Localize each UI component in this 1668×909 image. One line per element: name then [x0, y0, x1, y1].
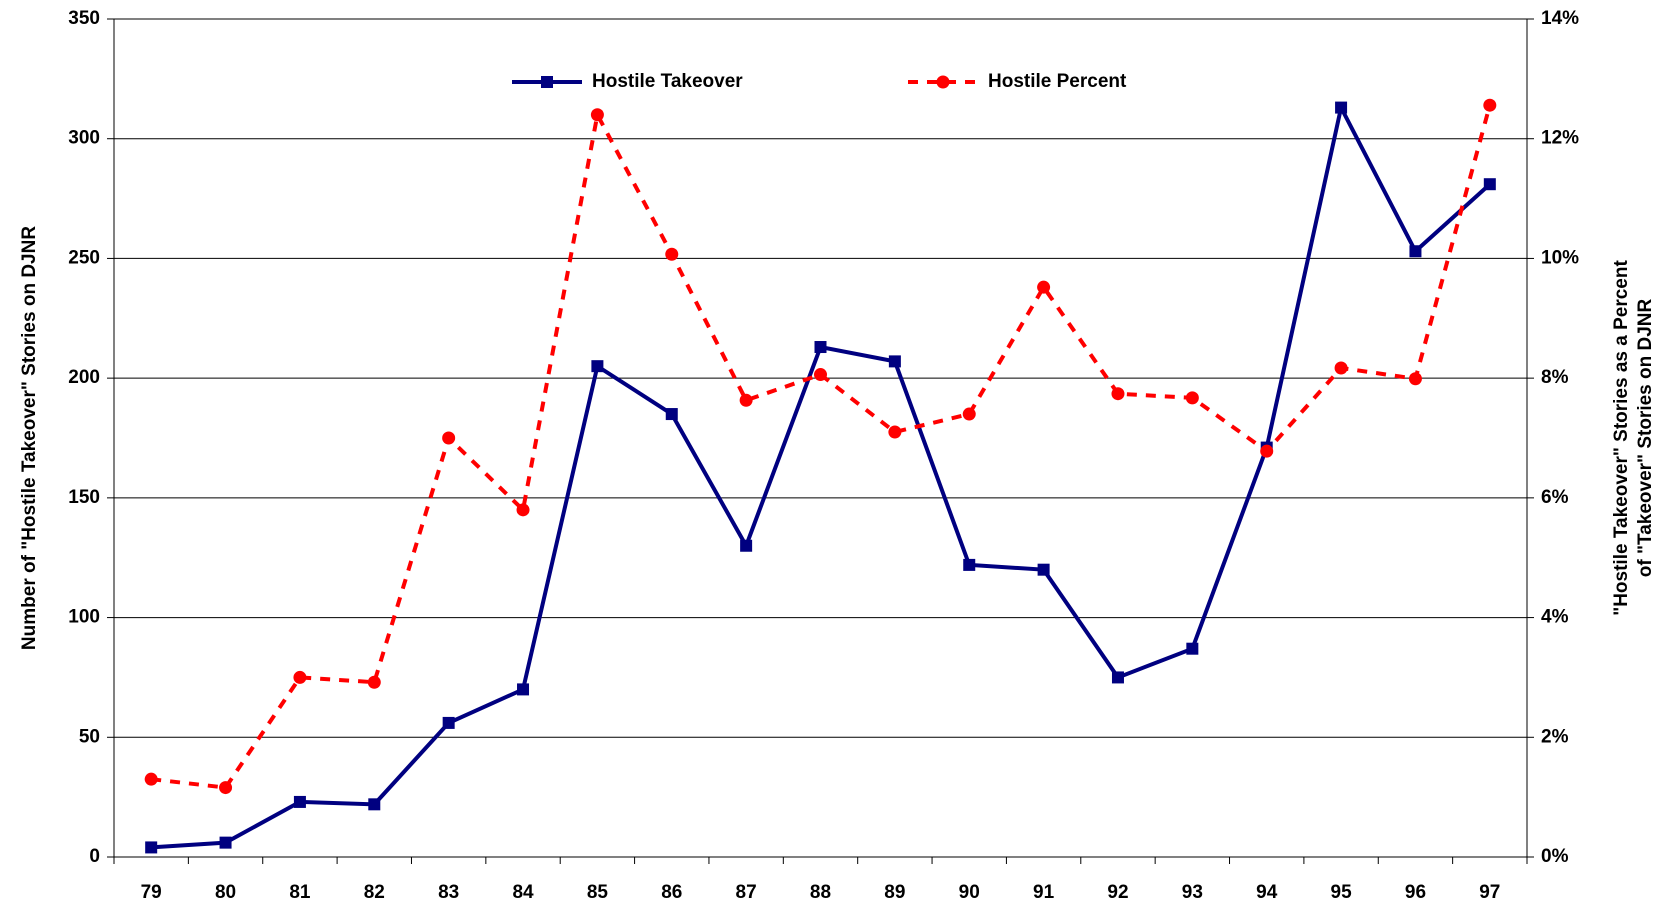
marker: [1260, 444, 1274, 458]
marker: [814, 368, 827, 382]
marker: [1335, 101, 1348, 114]
x-tick-label: 96: [1405, 882, 1426, 903]
y2-tick-label: 6%: [1541, 487, 1569, 508]
marker: [1483, 98, 1497, 112]
x-tick-label: 79: [141, 882, 162, 903]
marker: [293, 670, 307, 684]
series-line: [150, 104, 1492, 790]
marker: [740, 539, 753, 552]
marker: [219, 836, 232, 849]
marker: [1037, 563, 1050, 576]
y2-axis-label: "Hostile Takeover" Stories as a Percent: [1611, 260, 1632, 616]
y2-tick-label: 12%: [1541, 128, 1579, 149]
y-tick-label: 100: [68, 607, 100, 628]
marker: [1111, 671, 1124, 684]
marker: [591, 360, 604, 373]
marker: [442, 716, 455, 729]
marker: [1185, 391, 1199, 405]
marker: [1409, 245, 1422, 258]
x-tick-label: 90: [959, 882, 980, 903]
x-tick-label: 92: [1107, 882, 1128, 903]
marker: [963, 558, 976, 571]
x-tick-label: 94: [1256, 882, 1278, 903]
x-tick-label: 81: [289, 882, 311, 903]
y2-tick-label: 2%: [1541, 726, 1569, 747]
y2-tick-label: 4%: [1541, 607, 1569, 628]
marker: [1186, 642, 1199, 655]
series-line: [151, 101, 1492, 850]
marker: [442, 431, 456, 445]
y-tick-label: 0: [89, 846, 100, 867]
marker: [516, 503, 530, 517]
y-axis-label: Number of "Hostile Takeover" Stories on …: [19, 226, 40, 650]
marker: [293, 795, 306, 808]
y-tick-label: 350: [68, 8, 100, 29]
y2-tick-label: 8%: [1541, 367, 1569, 388]
marker: [665, 408, 678, 421]
marker: [367, 675, 381, 689]
legend-label: Hostile Takeover: [592, 71, 743, 92]
x-tick-label: 97: [1479, 882, 1500, 903]
legend-label: Hostile Percent: [988, 71, 1127, 92]
marker: [590, 108, 604, 122]
marker: [1483, 178, 1496, 191]
marker: [739, 393, 753, 407]
x-tick-label: 83: [438, 882, 459, 903]
marker: [814, 341, 827, 354]
x-tick-label: 95: [1331, 882, 1353, 903]
x-tick-label: 86: [661, 882, 682, 903]
y-tick-label: 200: [68, 367, 100, 388]
y2-tick-label: 14%: [1541, 8, 1579, 29]
marker: [517, 683, 530, 696]
y2-axis-label: of "Takeover" Stories on DJNR: [1635, 298, 1656, 577]
marker: [1037, 280, 1051, 294]
marker: [219, 781, 233, 795]
marker: [665, 247, 679, 261]
y2-tick-label: 0%: [1541, 846, 1569, 867]
marker: [144, 772, 158, 786]
y-tick-label: 50: [79, 726, 100, 747]
marker: [888, 355, 901, 368]
marker: [936, 75, 950, 89]
y2-tick-label: 10%: [1541, 247, 1579, 268]
marker: [962, 407, 976, 421]
y-tick-label: 150: [68, 487, 100, 508]
marker: [1334, 361, 1348, 375]
marker: [1111, 387, 1125, 401]
x-tick-label: 85: [587, 882, 609, 903]
marker: [888, 425, 902, 439]
x-tick-label: 91: [1033, 882, 1055, 903]
x-tick-label: 87: [736, 882, 757, 903]
marker: [1408, 372, 1422, 386]
x-tick-label: 82: [364, 882, 385, 903]
marker: [541, 76, 553, 88]
x-tick-label: 89: [884, 882, 905, 903]
y-tick-label: 300: [68, 128, 100, 149]
x-tick-label: 80: [215, 882, 236, 903]
marker: [368, 798, 381, 811]
marker: [145, 841, 158, 854]
x-tick-label: 88: [810, 882, 831, 903]
y-tick-label: 250: [68, 247, 100, 268]
x-tick-label: 93: [1182, 882, 1203, 903]
x-tick-label: 84: [512, 882, 534, 903]
